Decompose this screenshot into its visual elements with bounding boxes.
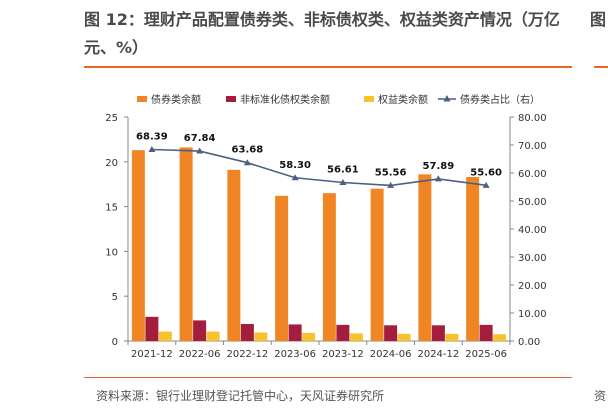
legend-label: 债券类占比（右） xyxy=(460,93,540,106)
data-label: 68.39 xyxy=(136,132,168,143)
legend: 债券类余额 非标准化债权类余额 权益类余额 债券类占比（右） xyxy=(137,93,540,106)
x-tick-label: 2025-06 xyxy=(465,349,507,360)
data-label: 57.89 xyxy=(423,161,455,172)
right-tick-label: 80.00 xyxy=(518,113,547,124)
bar-bond xyxy=(370,188,384,341)
bar-bond xyxy=(275,195,289,341)
legend-swatch xyxy=(137,96,147,102)
right-tick-label: 50.00 xyxy=(518,197,547,208)
legend-label: 债券类余额 xyxy=(151,93,201,106)
bars xyxy=(131,147,507,341)
x-tick-label: 2022-12 xyxy=(226,349,268,360)
source-rule xyxy=(84,377,572,378)
bar-nonstandard-debt xyxy=(193,320,207,341)
bond-share-point xyxy=(482,181,490,188)
left-tick-label: 0 xyxy=(112,337,118,348)
bond-share-point xyxy=(196,147,204,154)
data-label: 55.56 xyxy=(375,167,407,178)
left-tick-label: 15 xyxy=(105,203,118,214)
legend-line-marker xyxy=(443,95,451,102)
bar-equity xyxy=(302,332,316,341)
bar-bond xyxy=(466,177,480,341)
bar-bond xyxy=(418,174,432,341)
bar-bond xyxy=(322,193,336,341)
bond-share-point xyxy=(148,146,156,153)
legend-swatch xyxy=(364,96,374,102)
right-tick-label: 0.00 xyxy=(518,337,540,348)
bond-share-point xyxy=(243,159,251,166)
bond-share-line xyxy=(151,148,487,187)
left-tick-label: 25 xyxy=(105,113,118,124)
bond-share-point xyxy=(387,181,395,188)
figure-title: 图 12：理财产品配置债券类、非标债权类、权益类资产情况（万亿元、%） xyxy=(84,10,560,57)
bar-equity xyxy=(349,333,363,341)
right-tick-label: 30.00 xyxy=(518,253,547,264)
bar-nonstandard-debt xyxy=(479,324,493,341)
bond-share-point xyxy=(339,178,347,185)
x-tick-label: 2023-06 xyxy=(274,349,316,360)
bar-equity xyxy=(158,331,172,341)
axes: 0 5 10 15 20 25 0.00 10.00 20.00 30.00 40.00 50.00 6… xyxy=(105,113,546,360)
left-tick-label: 5 xyxy=(112,292,118,303)
bar-equity xyxy=(493,334,507,341)
x-tick-label: 2022-06 xyxy=(179,349,221,360)
legend-swatch xyxy=(226,96,236,102)
data-label: 55.60 xyxy=(470,167,502,178)
line-series xyxy=(148,146,490,188)
bar-nonstandard-debt xyxy=(288,324,302,341)
bar-nonstandard-debt xyxy=(431,325,445,341)
right-tick-label: 20.00 xyxy=(518,281,547,292)
bond-share-point xyxy=(434,175,442,182)
next-figure-rule-clipped xyxy=(594,66,608,68)
data-label: 58.30 xyxy=(279,160,311,171)
legend-label: 非标准化债权类余额 xyxy=(240,93,330,106)
x-tick-label: 2021-12 xyxy=(131,349,173,360)
bar-nonstandard-debt xyxy=(240,323,254,341)
next-figure-title-clipped: 图 xyxy=(590,10,607,29)
bar-nonstandard-debt xyxy=(336,324,350,341)
next-figure-source-clipped: 资 xyxy=(594,389,607,403)
bar-bond xyxy=(227,169,241,341)
bar-bond xyxy=(131,150,145,341)
x-tick-label: 2024-12 xyxy=(417,349,459,360)
right-tick-label: 10.00 xyxy=(518,309,547,320)
right-tick-label: 60.00 xyxy=(518,169,547,180)
x-tick-label: 2023-12 xyxy=(322,349,364,360)
right-tick-label: 40.00 xyxy=(518,225,547,236)
right-tick-label: 70.00 xyxy=(518,141,547,152)
bar-bond xyxy=(179,147,193,341)
bar-equity xyxy=(254,332,268,341)
x-tick-label: 2024-06 xyxy=(370,349,412,360)
legend-label: 权益类余额 xyxy=(378,93,428,106)
bar-nonstandard-debt xyxy=(384,325,398,341)
data-label: 63.68 xyxy=(232,145,264,156)
bar-equity xyxy=(206,331,220,341)
bar-nonstandard-debt xyxy=(145,316,159,341)
left-tick-label: 10 xyxy=(105,247,118,258)
bond-share-point xyxy=(291,174,299,181)
bar-equity xyxy=(397,333,411,341)
source-note: 资料来源：银行业理财登记托管中心，天风证券研究所 xyxy=(96,389,385,403)
data-label: 67.84 xyxy=(184,133,216,144)
data-label: 56.61 xyxy=(327,164,359,175)
data-labels: 68.39 67.84 63.68 58.30 56.61 55.56 57.89 55.60 xyxy=(136,132,502,179)
title-rule xyxy=(84,66,572,68)
left-tick-label: 20 xyxy=(105,158,118,169)
bar-equity xyxy=(445,333,459,341)
